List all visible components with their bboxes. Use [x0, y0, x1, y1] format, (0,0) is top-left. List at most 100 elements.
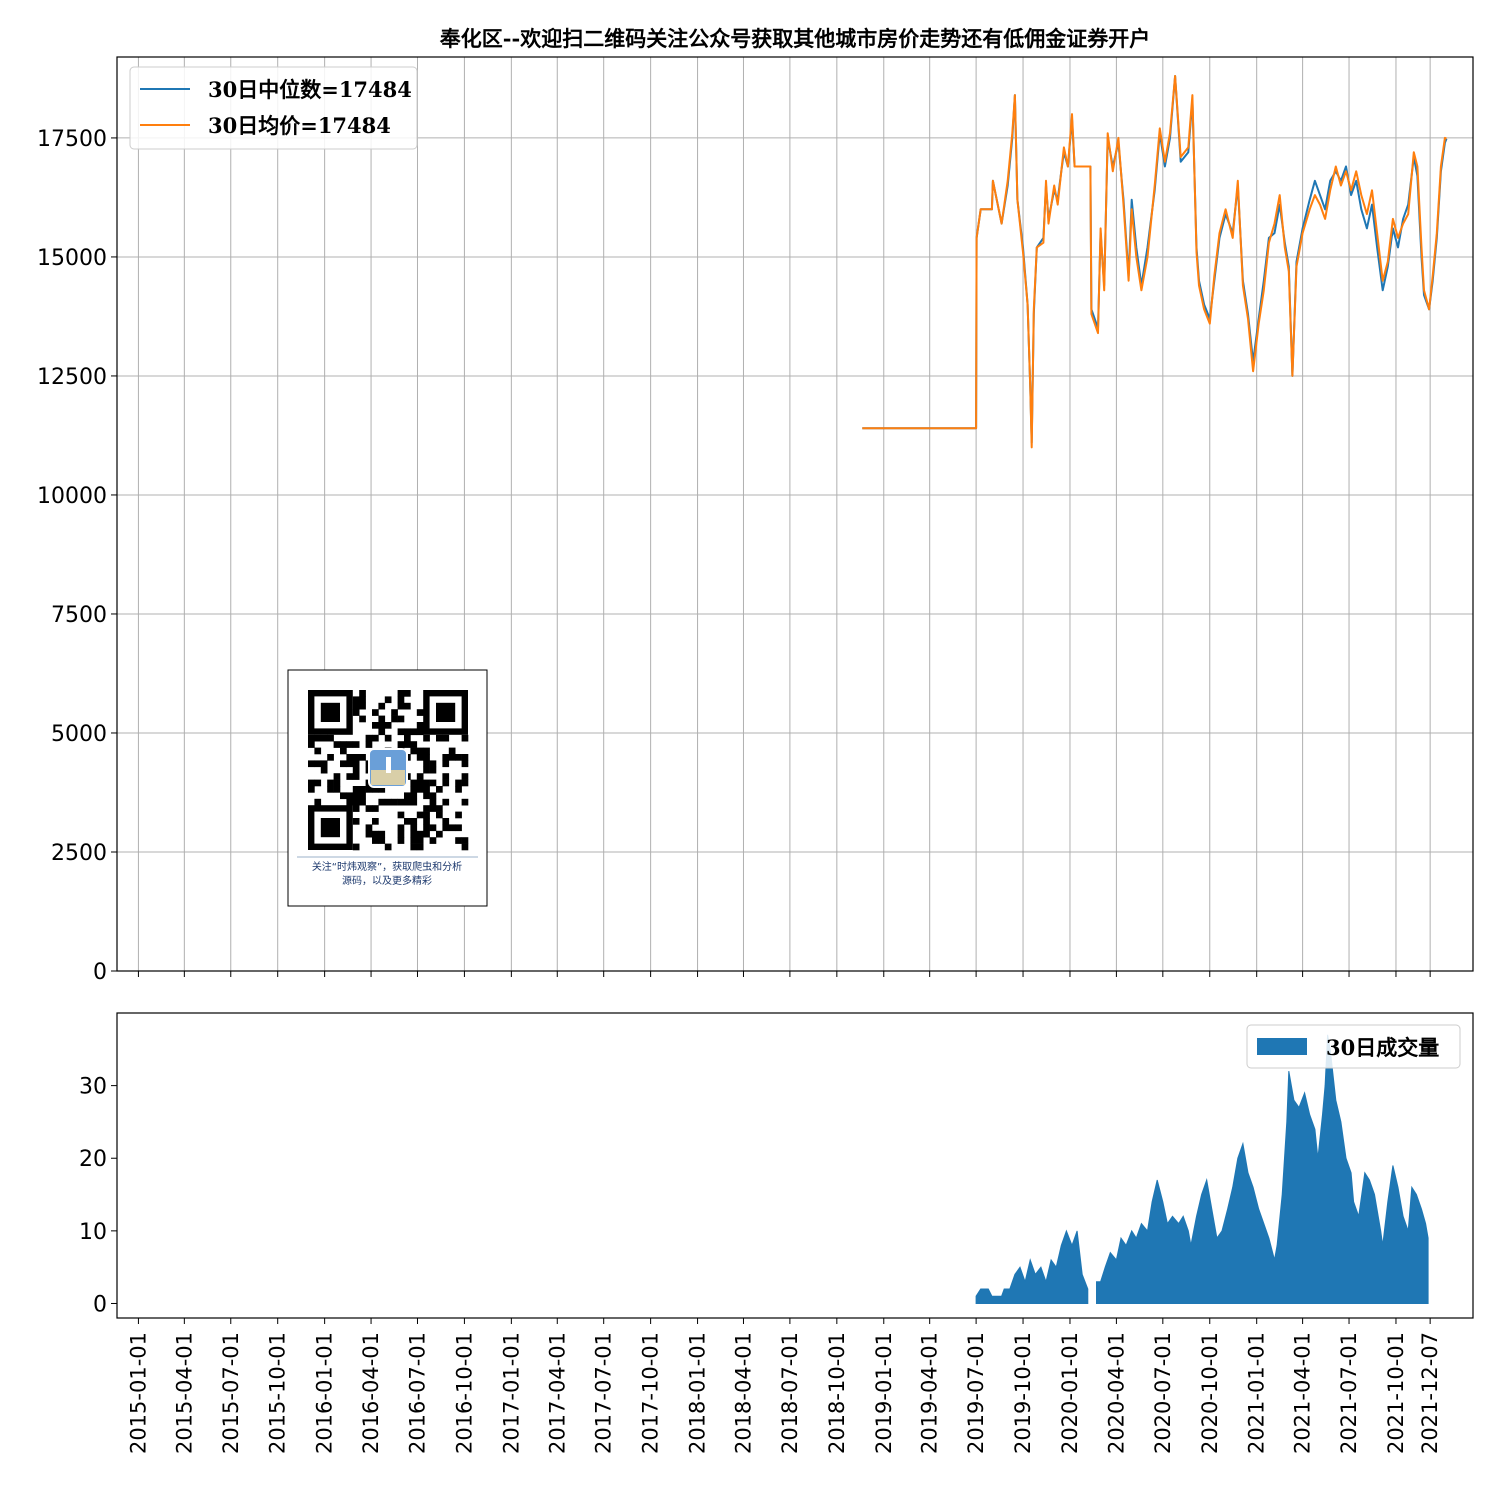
x-tick-label: 2018-01-01 — [686, 1332, 710, 1454]
qr-module — [461, 843, 469, 851]
price-y-tick-label: 7500 — [51, 603, 107, 628]
qr-module — [429, 798, 437, 806]
qr-module — [416, 773, 424, 780]
legend-average-label: 30日均价=17484 — [208, 113, 391, 138]
volume-y-tick-label: 10 — [79, 1220, 107, 1245]
qr-module — [410, 728, 418, 736]
qr-module — [410, 830, 418, 838]
price-axes-frame — [116, 56, 1474, 972]
qr-module — [436, 786, 443, 793]
qr-module — [378, 798, 386, 806]
qr-module — [384, 798, 392, 806]
qr-module — [320, 766, 328, 774]
qr-module — [436, 811, 443, 819]
x-tick-label: 2016-07-01 — [406, 1332, 430, 1454]
qr-module — [352, 818, 360, 825]
qr-module — [461, 734, 469, 742]
qr-finder-inner — [320, 818, 340, 838]
qr-module — [346, 773, 354, 780]
qr-module — [429, 766, 437, 774]
qr-module — [436, 830, 443, 838]
qr-module — [423, 734, 430, 742]
price-y-tick-label: 17500 — [37, 127, 107, 152]
qr-module — [416, 837, 424, 844]
qr-module — [429, 792, 437, 800]
qr-module — [365, 741, 373, 748]
qr-module — [340, 747, 347, 755]
x-tick-label: 2021-12-07 — [1418, 1332, 1442, 1454]
price-y-tick-label: 10000 — [37, 484, 107, 509]
qr-module — [410, 786, 418, 793]
price-y-tick-label: 2500 — [51, 841, 107, 866]
qr-module — [359, 754, 366, 761]
x-tick-label: 2015-10-01 — [266, 1332, 290, 1454]
qr-module — [352, 696, 360, 704]
qr-module — [327, 754, 334, 761]
qr-module — [314, 747, 322, 755]
qr-module — [429, 760, 437, 768]
qr-module — [455, 754, 462, 761]
qr-module — [397, 696, 405, 704]
qr-module — [333, 786, 341, 793]
x-tick-label: 2017-01-01 — [499, 1332, 523, 1454]
x-tick-label: 2019-04-01 — [918, 1332, 942, 1454]
legend-volume-label: 30日成交量 — [1326, 1035, 1439, 1060]
qr-module — [384, 696, 392, 704]
qr-module — [352, 843, 360, 851]
qr-module — [442, 754, 450, 761]
qr-module — [404, 741, 411, 748]
qr-module — [442, 760, 450, 768]
qr-module — [359, 798, 366, 806]
qr-module — [314, 798, 322, 806]
qr-module — [448, 747, 456, 755]
x-tick-label: 2021-04-01 — [1291, 1332, 1315, 1454]
qr-module — [352, 786, 360, 793]
qr-module — [372, 805, 379, 812]
qr-module — [352, 766, 360, 774]
qr-module — [404, 734, 411, 742]
qr-module — [372, 709, 379, 716]
qr-module — [384, 722, 392, 729]
qr-module — [410, 837, 418, 844]
qr-module — [365, 824, 373, 832]
qr-module — [397, 690, 405, 697]
qr-module — [352, 798, 360, 806]
qr-module — [378, 837, 386, 844]
qr-module — [346, 754, 354, 761]
price-legend: 30日中位数=17484 30日均价=17484 — [129, 66, 418, 150]
qr-module — [423, 824, 430, 832]
x-tick-label: 2016-10-01 — [452, 1332, 476, 1454]
legend-median-label: 30日中位数=17484 — [208, 77, 412, 102]
qr-module — [461, 773, 469, 780]
qr-module — [365, 786, 373, 793]
qr-module — [397, 798, 405, 806]
x-tick-label: 2017-04-01 — [545, 1332, 569, 1454]
volume-axes-frame — [116, 1012, 1474, 1319]
x-tick-label: 2015-01-01 — [126, 1332, 150, 1454]
qr-module — [397, 715, 405, 723]
x-tick-label: 2018-04-01 — [732, 1332, 756, 1454]
volume-y-ticks: 0 10 20 30 — [79, 1075, 117, 1317]
qr-module — [352, 805, 360, 812]
qr-module — [391, 798, 398, 806]
x-tick-label: 2017-10-01 — [639, 1332, 663, 1454]
x-tick-label: 2019-01-01 — [872, 1332, 896, 1454]
x-tick-label: 2019-10-01 — [1011, 1332, 1035, 1454]
qr-module — [455, 779, 462, 787]
x-tick-label: 2020-01-01 — [1058, 1332, 1082, 1454]
volume-area-segment — [975, 1229, 1089, 1304]
qr-module — [397, 811, 405, 819]
qr-module — [429, 837, 437, 844]
price-y-tick-label: 12500 — [37, 365, 107, 390]
qr-module — [372, 837, 379, 844]
qr-module — [378, 722, 386, 729]
qr-module — [352, 709, 360, 716]
qr-module — [384, 734, 392, 742]
qr-module — [416, 779, 424, 787]
qr-finder-inner — [320, 702, 340, 722]
qr-module — [359, 696, 366, 704]
qr-avatar-person — [386, 757, 391, 773]
qr-module — [365, 734, 373, 742]
qr-module — [416, 754, 424, 761]
qr-module — [416, 722, 424, 729]
